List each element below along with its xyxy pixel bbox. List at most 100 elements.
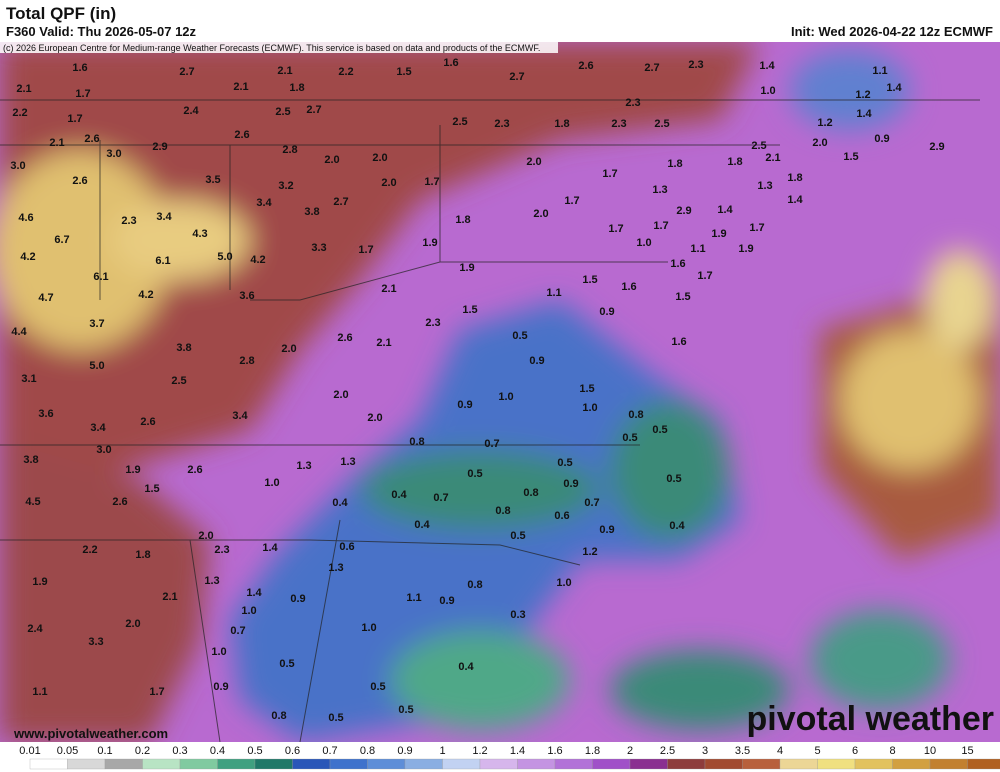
colorbar-swatch <box>554 758 593 770</box>
map-value-label: 1.9 <box>32 576 47 588</box>
map-value-label: 2.0 <box>125 618 140 630</box>
map-value-label: 2.7 <box>644 62 659 74</box>
map-value-label: 1.1 <box>32 686 47 698</box>
colorbar-swatch <box>817 758 856 770</box>
map-value-label: 1.6 <box>443 57 458 69</box>
map-value-label: 0.7 <box>584 497 599 509</box>
map-value-label: 0.9 <box>290 593 305 605</box>
map-value-label: 0.5 <box>370 681 385 693</box>
map-value-label: 1.9 <box>422 237 437 249</box>
map-value-label: 1.5 <box>675 291 690 303</box>
map-value-label: 2.2 <box>338 66 353 78</box>
colorbar-swatch <box>142 758 181 770</box>
map-value-label: 1.1 <box>690 243 705 255</box>
map-value-label: 1.0 <box>556 577 571 589</box>
map-value-label: 1.7 <box>602 168 617 180</box>
map-value-label: 1.5 <box>396 66 411 78</box>
colorbar-swatch <box>367 758 406 770</box>
map-value-label: 1.6 <box>621 281 636 293</box>
colorbar-swatch <box>629 758 668 770</box>
map-value-label: 2.6 <box>234 129 249 141</box>
map-value-label: 2.1 <box>162 591 177 603</box>
colorbar-swatch <box>179 758 218 770</box>
map-value-label: 0.9 <box>599 524 614 536</box>
map-value-label: 2.1 <box>16 83 31 95</box>
map-value-label: 0.5 <box>652 424 667 436</box>
map-value-label: 1.3 <box>757 180 772 192</box>
map-value-label: 1.0 <box>241 605 256 617</box>
colorbar-label: 0.4 <box>210 745 225 757</box>
map-value-label: 2.7 <box>179 66 194 78</box>
map-value-label: 1.0 <box>498 391 513 403</box>
map-value-label: 3.0 <box>96 444 111 456</box>
colorbar-label: 1 <box>439 745 445 757</box>
map-value-label: 0.7 <box>484 438 499 450</box>
map-value-label: 1.5 <box>843 151 858 163</box>
map-value-label: 2.3 <box>494 118 509 130</box>
map-value-label: 1.7 <box>564 195 579 207</box>
colorbar-swatch <box>592 758 631 770</box>
map-value-label: 2.1 <box>376 337 391 349</box>
map-value-label: 3.4 <box>256 197 272 209</box>
colorbar-label: 3.5 <box>735 745 750 757</box>
map-value-label: 1.5 <box>462 304 477 316</box>
map-value-label: 0.9 <box>599 306 614 318</box>
map-value-label: 2.0 <box>526 156 541 168</box>
colorbar-label: 0.8 <box>360 745 375 757</box>
map-value-label: 3.8 <box>23 454 38 466</box>
map-value-label: 0.4 <box>332 497 348 509</box>
colorbar-swatch <box>104 758 143 770</box>
map-value-label: 2.6 <box>337 332 352 344</box>
map-value-label: 4.6 <box>18 212 33 224</box>
map-value-label: 1.6 <box>671 336 686 348</box>
map-value-label: 1.4 <box>886 82 902 94</box>
header-bar <box>0 0 1000 42</box>
map-value-label: 1.3 <box>652 184 667 196</box>
colorbar-swatch <box>479 758 518 770</box>
map-value-label: 1.0 <box>760 85 775 97</box>
map-value-label: 2.6 <box>72 175 87 187</box>
map-value-label: 2.7 <box>333 196 348 208</box>
map-value-label: 2.3 <box>214 544 229 556</box>
map-value-label: 2.5 <box>171 375 186 387</box>
colorbar-label: 0.7 <box>322 745 337 757</box>
map-value-label: 3.6 <box>38 408 53 420</box>
map-value-label: 1.5 <box>144 483 159 495</box>
valid-time: F360 Valid: Thu 2026-05-07 12z <box>6 24 197 39</box>
map-value-label: 1.2 <box>817 117 832 129</box>
map-value-label: 4.4 <box>11 326 27 338</box>
map-value-label: 0.4 <box>458 661 474 673</box>
map-value-label: 2.5 <box>275 106 290 118</box>
colorbar-label: 0.05 <box>57 745 78 757</box>
map-value-label: 0.9 <box>563 478 578 490</box>
map-value-label: 3.4 <box>232 410 248 422</box>
map-value-label: 1.4 <box>856 108 872 120</box>
map-value-label: 2.3 <box>688 59 703 71</box>
map-value-label: 0.5 <box>512 330 527 342</box>
map-value-label: 1.4 <box>246 587 262 599</box>
map-value-label: 1.4 <box>717 204 733 216</box>
map-value-label: 3.3 <box>88 636 103 648</box>
map-value-label: 4.7 <box>38 292 53 304</box>
colorbar-swatch <box>517 758 556 770</box>
colorbar-swatch <box>442 758 481 770</box>
map-value-label: 0.9 <box>213 681 228 693</box>
init-time: Init: Wed 2026-04-22 12z ECMWF <box>791 24 993 39</box>
colorbar-swatch <box>854 758 893 770</box>
colorbar-label: 2 <box>627 745 633 757</box>
map-value-label: 1.9 <box>459 262 474 274</box>
map-value-label: 0.7 <box>230 625 245 637</box>
colorbar-label: 2.5 <box>660 745 675 757</box>
map-value-label: 0.5 <box>666 473 681 485</box>
map-value-label: 4.3 <box>192 228 207 240</box>
map-value-label: 0.5 <box>557 457 572 469</box>
colorbar-label: 0.9 <box>397 745 412 757</box>
colorbar-swatch <box>742 758 781 770</box>
map-labels: 1.6 2.7 2.1 2.2 1.5 1.6 2.7 2.6 2.7 2.3 1.4 1.1 2.1 1… <box>10 57 944 724</box>
map-value-label: 2.9 <box>152 141 167 153</box>
colorbar-label: 0.2 <box>135 745 150 757</box>
map-value-label: 2.6 <box>578 60 593 72</box>
colorbar-swatch <box>254 758 293 770</box>
colorbar-label: 5 <box>814 745 820 757</box>
